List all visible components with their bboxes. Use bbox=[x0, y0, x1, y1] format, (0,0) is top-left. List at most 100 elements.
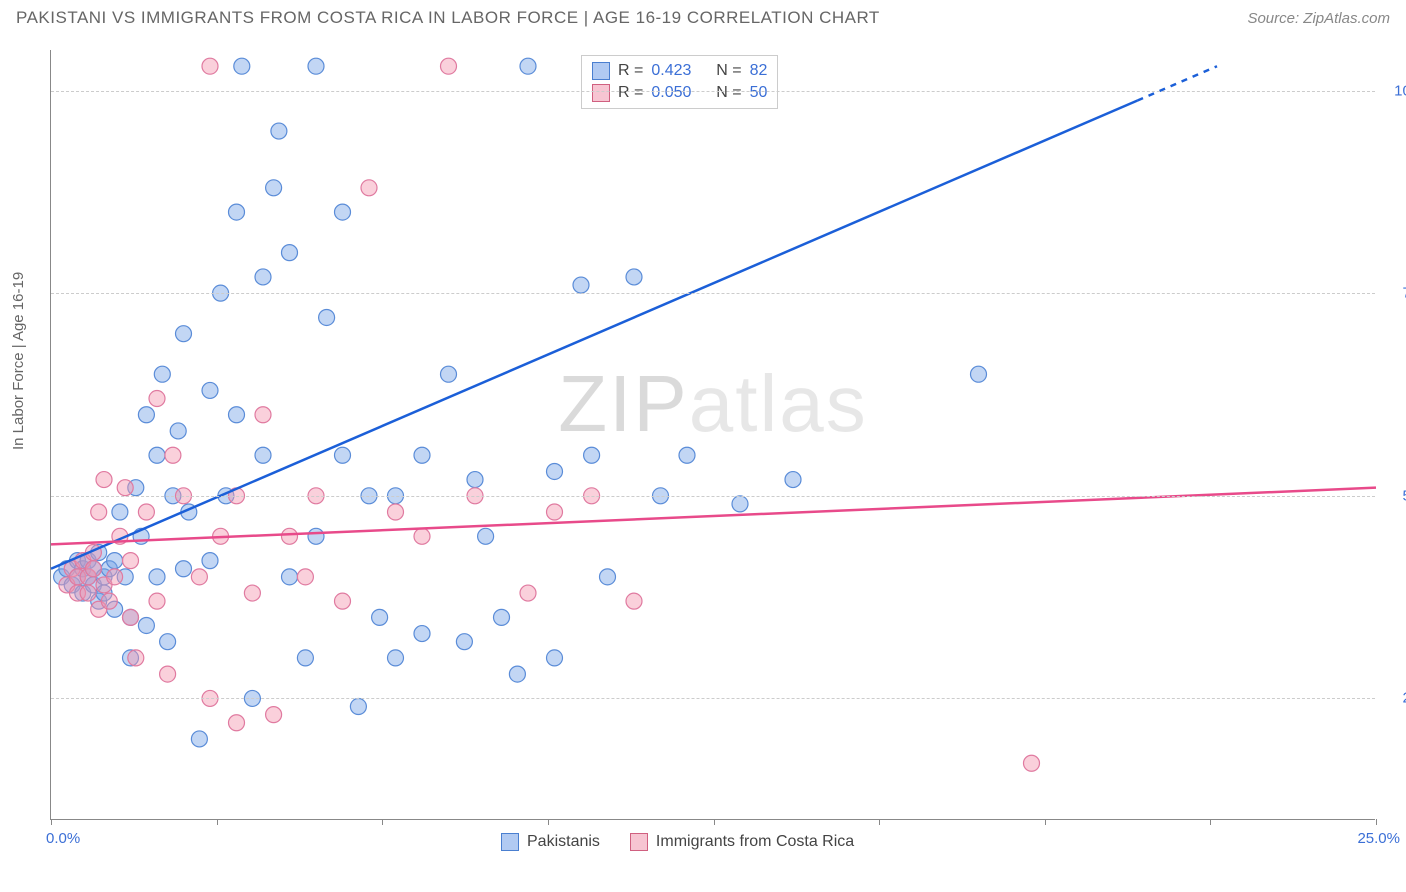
x-tick bbox=[1376, 819, 1377, 825]
data-point bbox=[388, 650, 404, 666]
data-point bbox=[112, 504, 128, 520]
data-point bbox=[149, 593, 165, 609]
data-point bbox=[335, 204, 351, 220]
data-point bbox=[573, 277, 589, 293]
data-point bbox=[107, 569, 123, 585]
r-label: R = bbox=[618, 62, 643, 80]
stats-row-blue: R = 0.423 N = 82 bbox=[592, 60, 767, 82]
data-point bbox=[282, 245, 298, 261]
source-attribution: Source: ZipAtlas.com bbox=[1247, 10, 1390, 27]
data-point bbox=[600, 569, 616, 585]
y-tick-label: 25.0% bbox=[1402, 690, 1406, 707]
n-value-pink: 50 bbox=[750, 84, 768, 102]
data-point bbox=[170, 423, 186, 439]
data-point bbox=[149, 447, 165, 463]
swatch-blue-icon bbox=[592, 62, 610, 80]
data-point bbox=[165, 447, 181, 463]
legend-label-pink: Immigrants from Costa Rica bbox=[656, 833, 854, 851]
data-point bbox=[520, 585, 536, 601]
data-point bbox=[191, 731, 207, 747]
x-tick bbox=[548, 819, 549, 825]
data-point bbox=[971, 366, 987, 382]
data-point bbox=[255, 269, 271, 285]
data-point bbox=[255, 407, 271, 423]
data-point bbox=[520, 58, 536, 74]
data-point bbox=[509, 666, 525, 682]
data-point bbox=[626, 269, 642, 285]
x-tick bbox=[714, 819, 715, 825]
data-point bbox=[202, 382, 218, 398]
data-point bbox=[107, 553, 123, 569]
data-point bbox=[335, 593, 351, 609]
data-point bbox=[319, 309, 335, 325]
data-point bbox=[584, 447, 600, 463]
swatch-pink-icon bbox=[630, 833, 648, 851]
data-point bbox=[138, 407, 154, 423]
stats-row-pink: R = 0.050 N = 50 bbox=[592, 82, 767, 104]
r-label: R = bbox=[618, 84, 643, 102]
gridline-h bbox=[51, 91, 1375, 92]
legend-item-pink: Immigrants from Costa Rica bbox=[630, 833, 854, 851]
data-point bbox=[297, 650, 313, 666]
data-point bbox=[441, 58, 457, 74]
data-point bbox=[361, 180, 377, 196]
data-point bbox=[85, 561, 101, 577]
data-point bbox=[123, 553, 139, 569]
data-point bbox=[117, 480, 133, 496]
data-point bbox=[91, 504, 107, 520]
data-point bbox=[350, 699, 366, 715]
data-point bbox=[297, 569, 313, 585]
data-point bbox=[388, 504, 404, 520]
data-point bbox=[414, 528, 430, 544]
data-point bbox=[441, 366, 457, 382]
data-point bbox=[679, 447, 695, 463]
data-point bbox=[202, 553, 218, 569]
data-point bbox=[626, 593, 642, 609]
data-point bbox=[229, 715, 245, 731]
swatch-blue-icon bbox=[501, 833, 519, 851]
data-point bbox=[547, 504, 563, 520]
data-point bbox=[229, 204, 245, 220]
series-legend: Pakistanis Immigrants from Costa Rica bbox=[501, 833, 854, 851]
data-point bbox=[80, 585, 96, 601]
data-point bbox=[101, 593, 117, 609]
data-point bbox=[271, 123, 287, 139]
data-point bbox=[282, 528, 298, 544]
gridline-h bbox=[51, 496, 1375, 497]
data-point bbox=[154, 366, 170, 382]
data-point bbox=[732, 496, 748, 512]
x-tick bbox=[1045, 819, 1046, 825]
data-point bbox=[494, 609, 510, 625]
r-value-blue: 0.423 bbox=[651, 62, 691, 80]
gridline-h bbox=[51, 698, 1375, 699]
data-point bbox=[149, 391, 165, 407]
r-value-pink: 0.050 bbox=[651, 84, 691, 102]
data-point bbox=[229, 407, 245, 423]
data-point bbox=[266, 180, 282, 196]
data-point bbox=[308, 58, 324, 74]
data-point bbox=[456, 634, 472, 650]
data-point bbox=[234, 58, 250, 74]
trend-line-dashed bbox=[1138, 66, 1218, 100]
data-point bbox=[547, 650, 563, 666]
chart-title: PAKISTANI VS IMMIGRANTS FROM COSTA RICA … bbox=[16, 8, 880, 28]
y-tick-label: 100.0% bbox=[1394, 82, 1406, 99]
scatter-plot-svg bbox=[51, 50, 1375, 819]
data-point bbox=[202, 58, 218, 74]
data-point bbox=[160, 634, 176, 650]
data-point bbox=[149, 569, 165, 585]
y-tick-label: 50.0% bbox=[1402, 487, 1406, 504]
legend-label-blue: Pakistanis bbox=[527, 833, 600, 851]
data-point bbox=[372, 609, 388, 625]
data-point bbox=[547, 463, 563, 479]
data-point bbox=[414, 626, 430, 642]
data-point bbox=[266, 707, 282, 723]
data-point bbox=[282, 569, 298, 585]
data-point bbox=[191, 569, 207, 585]
x-tick bbox=[217, 819, 218, 825]
x-tick-label-max: 25.0% bbox=[1357, 830, 1400, 847]
gridline-h bbox=[51, 293, 1375, 294]
data-point bbox=[176, 561, 192, 577]
correlation-stats-legend: R = 0.423 N = 82 R = 0.050 N = 50 bbox=[581, 55, 778, 109]
n-label: N = bbox=[716, 62, 741, 80]
